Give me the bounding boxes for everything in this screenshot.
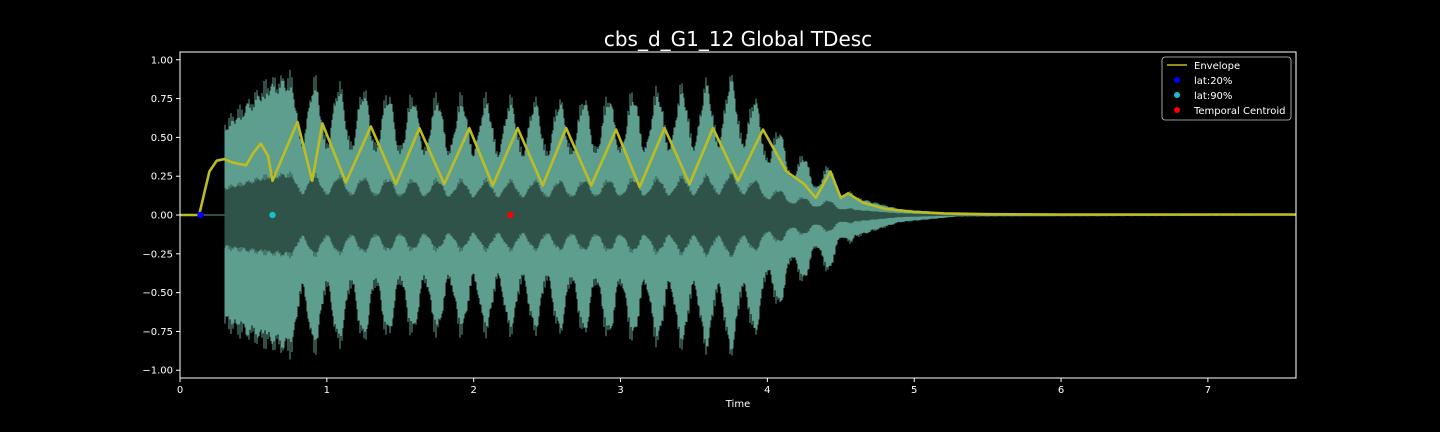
y-tick-label: −1.00: [142, 366, 173, 377]
x-tick-label: 1: [324, 385, 330, 396]
x-tick-label: 6: [1058, 385, 1064, 396]
legend-box: [1161, 56, 1292, 121]
marker-lat-90-: [269, 211, 276, 219]
marker-lat-20-: [197, 211, 204, 219]
legend-lat90-swatch: [1174, 92, 1180, 98]
x-tick-label: 7: [1205, 385, 1211, 396]
legend-lat20-label: lat:20%: [1194, 76, 1232, 87]
y-tick-label: 1.00: [151, 55, 173, 66]
y-tick-label: −0.75: [142, 327, 173, 338]
legend-lat90-label: lat:90%: [1194, 91, 1232, 102]
y-tick-label: 0.75: [151, 94, 173, 105]
y-tick-label: 0.50: [151, 133, 173, 144]
legend-centroid-swatch: [1174, 107, 1180, 113]
legend-centroid-label: Temporal Centroid: [1193, 106, 1286, 117]
x-tick-label: 4: [764, 385, 770, 396]
x-tick-label: 2: [470, 385, 476, 396]
y-tick-label: −0.25: [142, 249, 173, 260]
y-axis-ticks: 1.00 0.75 0.50 0.25 0.00 −0.25 −0.50 −0.75 −1.00: [142, 55, 180, 377]
marker-points: [197, 211, 514, 219]
chart-title: cbs_d_G1_12 Global TDesc: [604, 27, 872, 51]
x-tick-label: 0: [177, 385, 183, 396]
legend-lat20-swatch: [1174, 77, 1180, 83]
x-tick-label: 3: [617, 385, 623, 396]
envelope-line: [180, 120, 1296, 217]
y-tick-label: −0.50: [142, 288, 173, 299]
y-tick-label: 0.25: [151, 172, 173, 183]
x-axis-ticks: 0 1 2 3 4 5 6 7: [177, 378, 1211, 396]
x-tick-label: 5: [911, 385, 917, 396]
x-axis-label: Time: [725, 399, 750, 410]
legend: Envelope lat:20% lat:90% Temporal Centro…: [1161, 56, 1292, 121]
y-tick-label: 0.00: [151, 211, 173, 222]
marker-temporal-centroid: [507, 211, 514, 219]
legend-envelope-label: Envelope: [1194, 61, 1240, 72]
envelope-series: [180, 120, 1296, 217]
